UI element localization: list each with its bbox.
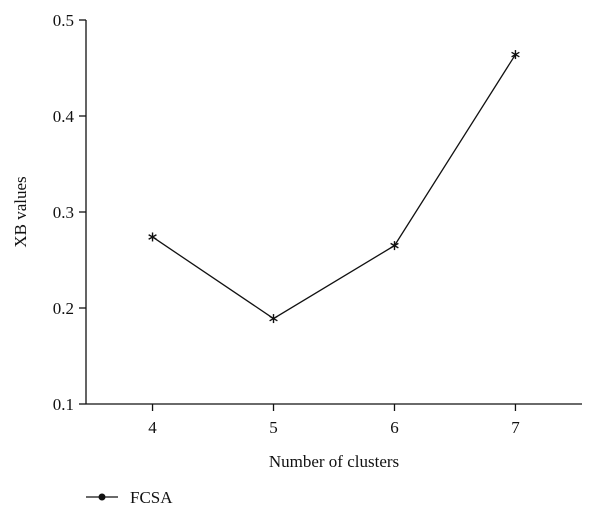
y-axis-title: XB values — [11, 176, 30, 247]
x-tick-label: 5 — [269, 418, 278, 437]
series-line-fcsa — [152, 54, 517, 320]
y-tick-label: 0.3 — [53, 203, 74, 222]
x-tick-label: 7 — [511, 418, 520, 437]
legend-label-fcsa: FCSA — [130, 488, 173, 507]
legend-marker — [98, 493, 106, 501]
data-point-marker — [148, 232, 157, 242]
series-layer — [148, 50, 520, 324]
y-tick-label: 0.2 — [53, 299, 74, 318]
legend: FCSA — [86, 488, 173, 507]
data-point-marker — [390, 241, 399, 251]
x-axis-ticks: 4 5 6 7 — [148, 404, 520, 437]
plot-area: 0.1 0.2 0.3 0.4 0.5 4 5 6 7 — [53, 11, 582, 437]
x-tick-label: 6 — [390, 418, 399, 437]
data-point-marker — [269, 314, 278, 324]
y-tick-label: 0.1 — [53, 395, 74, 414]
y-axis-ticks: 0.1 0.2 0.3 0.4 0.5 — [53, 11, 86, 414]
data-point-marker — [511, 50, 520, 60]
y-tick-label: 0.5 — [53, 11, 74, 30]
x-tick-label: 4 — [148, 418, 157, 437]
y-tick-label: 0.4 — [53, 107, 75, 126]
x-axis-title: Number of clusters — [269, 452, 399, 471]
